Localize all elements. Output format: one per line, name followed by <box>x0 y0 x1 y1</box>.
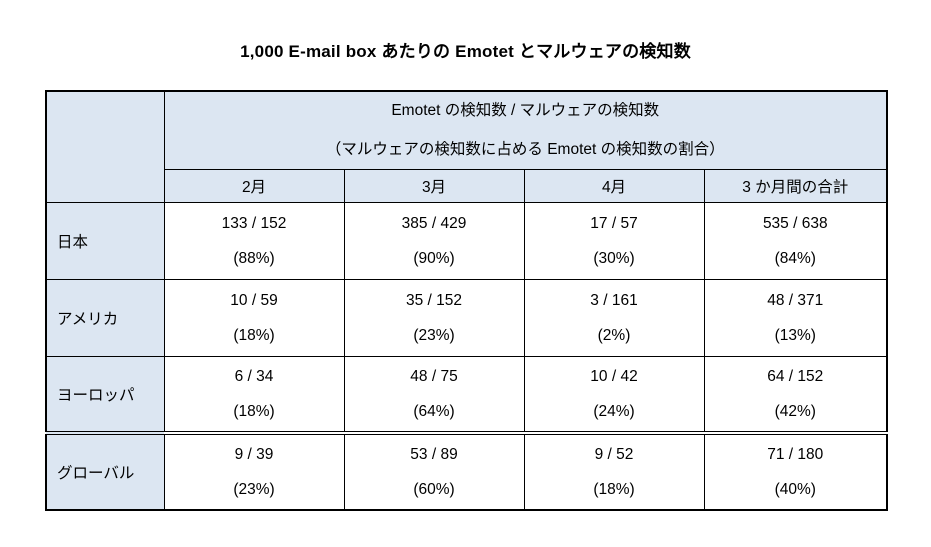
ratio-value: (13%) <box>774 326 816 344</box>
table-row-japan: 日本 133 / 152 (88%) 385 / 429 (90%) 17 / … <box>45 201 888 280</box>
counts-value: 133 / 152 <box>221 214 287 232</box>
detection-table: Emotet の検知数 / マルウェアの検知数 （マルウェアの検知数に占める E… <box>45 90 889 511</box>
ratio-value: (23%) <box>233 481 275 498</box>
ratio-value: (42%) <box>774 402 816 420</box>
data-cell: 10 / 42 (24%) <box>523 355 705 434</box>
counts-value: 385 / 429 <box>401 214 467 232</box>
ratio-value: (88%) <box>233 249 275 267</box>
table-row-europe: ヨーロッパ 6 / 34 (18%) 48 / 75 (64%) 10 / 42… <box>45 355 888 434</box>
data-cell: 6 / 34 (18%) <box>163 355 345 434</box>
ratio-value: (40%) <box>774 481 816 498</box>
ratio-value: (18%) <box>233 402 275 420</box>
ratio-value: (90%) <box>413 249 455 267</box>
data-cell: 133 / 152 (88%) <box>163 201 345 280</box>
header-line-1: Emotet の検知数 / マルウェアの検知数 <box>391 101 660 119</box>
column-header-apr: 4月 <box>523 168 705 203</box>
data-cell: 3 / 161 (2%) <box>523 278 705 357</box>
data-cell: 53 / 89 (60%) <box>343 431 525 511</box>
counts-value: 9 / 39 <box>234 446 274 463</box>
counts-value: 535 / 638 <box>762 214 828 232</box>
counts-value: 35 / 152 <box>405 291 463 309</box>
counts-value: 53 / 89 <box>410 446 458 463</box>
data-cell: 48 / 75 (64%) <box>343 355 525 434</box>
counts-value: 10 / 59 <box>230 291 278 309</box>
data-cell: 9 / 52 (18%) <box>523 431 705 511</box>
ratio-value: (23%) <box>413 326 455 344</box>
merged-header-cell: Emotet の検知数 / マルウェアの検知数 （マルウェアの検知数に占める E… <box>163 90 888 170</box>
data-cell: 17 / 57 (30%) <box>523 201 705 280</box>
row-label-usa: アメリカ <box>45 278 165 357</box>
counts-value: 71 / 180 <box>767 446 824 463</box>
column-header-feb: 2月 <box>163 168 345 203</box>
ratio-value: (60%) <box>413 481 455 498</box>
ratio-value: (84%) <box>774 249 816 267</box>
row-label-global: グローバル <box>45 431 165 511</box>
counts-value: 17 / 57 <box>590 214 638 232</box>
counts-value: 10 / 42 <box>590 367 638 385</box>
data-cell: 48 / 371 (13%) <box>703 278 888 357</box>
counts-value: 3 / 161 <box>590 291 638 309</box>
data-cell: 64 / 152 (42%) <box>703 355 888 434</box>
ratio-value: (30%) <box>593 249 635 267</box>
table-row-global: グローバル 9 / 39 (23%) 53 / 89 (60%) 9 / 52 … <box>45 431 888 511</box>
counts-value: 48 / 75 <box>410 367 458 385</box>
data-cell: 9 / 39 (23%) <box>163 431 345 511</box>
corner-cell <box>45 90 165 203</box>
ratio-value: (18%) <box>593 481 635 498</box>
ratio-value: (24%) <box>593 402 635 420</box>
row-label-japan: 日本 <box>45 201 165 280</box>
counts-value: 6 / 34 <box>234 367 274 385</box>
ratio-value: (64%) <box>413 402 455 420</box>
row-label-europe: ヨーロッパ <box>45 355 165 434</box>
data-cell: 385 / 429 (90%) <box>343 201 525 280</box>
column-header-mar: 3月 <box>343 168 525 203</box>
column-header-total: 3 か月間の合計 <box>703 168 888 203</box>
counts-value: 48 / 371 <box>767 291 824 309</box>
figure-title: 1,000 E-mail box あたりの Emotet とマルウェアの検知数 <box>240 42 691 61</box>
table-row-usa: アメリカ 10 / 59 (18%) 35 / 152 (23%) 3 / 16… <box>45 278 888 357</box>
data-cell: 71 / 180 (40%) <box>703 431 888 511</box>
table-header-row: Emotet の検知数 / マルウェアの検知数 （マルウェアの検知数に占める E… <box>45 90 888 203</box>
column-header-row: 2月 3月 4月 3 か月間の合計 <box>46 168 888 203</box>
counts-value: 64 / 152 <box>767 367 824 385</box>
data-cell: 10 / 59 (18%) <box>163 278 345 357</box>
ratio-value: (18%) <box>233 326 275 344</box>
data-cell: 35 / 152 (23%) <box>343 278 525 357</box>
header-line-2: （マルウェアの検知数に占める Emotet の検知数の割合） <box>325 140 725 158</box>
data-cell: 535 / 638 (84%) <box>703 201 888 280</box>
ratio-value: (2%) <box>597 326 631 344</box>
counts-value: 9 / 52 <box>594 446 634 463</box>
